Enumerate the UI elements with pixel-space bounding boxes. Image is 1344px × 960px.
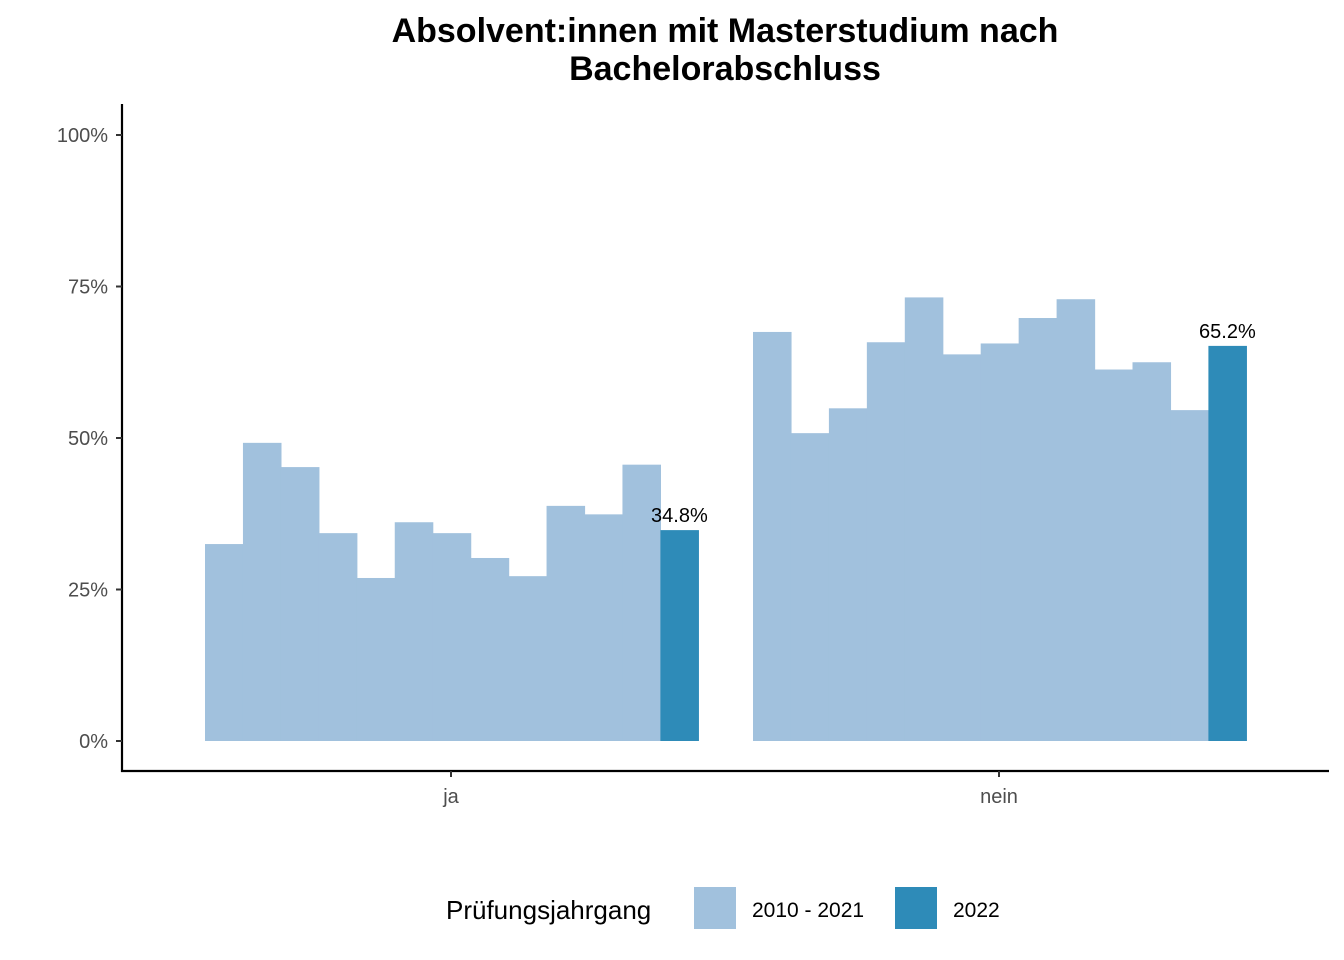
legend-label-2022: 2022 bbox=[953, 899, 1000, 922]
x-tick-label-nein: nein bbox=[980, 786, 1018, 808]
plot-area: 34.8% 65.2% bbox=[205, 297, 1256, 741]
bar-nein-5 bbox=[942, 354, 982, 741]
legend-swatch-2022 bbox=[895, 887, 937, 929]
bar-nein-2 bbox=[828, 408, 868, 741]
bar-ja-2 bbox=[280, 467, 320, 741]
bar-nein-0 bbox=[753, 331, 792, 741]
bar-ja-0 bbox=[205, 544, 244, 741]
x-tick-label-ja: ja bbox=[442, 786, 459, 808]
legend: Prüfungsjahrgang 2010 - 2021 2022 bbox=[446, 887, 1000, 929]
y-tick-label: 0% bbox=[79, 731, 108, 753]
x-axis-ticks: ja nein bbox=[442, 771, 1018, 808]
y-tick-label: 100% bbox=[57, 125, 108, 147]
bar-nein-10 bbox=[1132, 362, 1172, 741]
bar-ja-6 bbox=[432, 533, 472, 741]
chart-title-line-2: Bachelorabschluss bbox=[569, 50, 881, 88]
bar-ja-4 bbox=[356, 577, 396, 741]
bar-nein-8 bbox=[1056, 299, 1096, 741]
legend-swatch-2010-2021 bbox=[694, 887, 736, 929]
bar-nein-1 bbox=[790, 433, 830, 741]
bar-ja-1 bbox=[242, 442, 282, 741]
bar-ja-8 bbox=[508, 576, 548, 741]
bar-nein-6 bbox=[980, 343, 1020, 741]
legend-title: Prüfungsjahrgang bbox=[446, 895, 651, 925]
data-label-ja: 34.8% bbox=[651, 505, 708, 527]
bar-nein-9 bbox=[1094, 369, 1134, 741]
y-axis-ticks: 0% 25% 50% 75% 100% bbox=[57, 125, 122, 753]
data-label-nein: 65.2% bbox=[1199, 321, 1256, 343]
bar-ja-12 bbox=[660, 530, 699, 741]
y-tick-label: 25% bbox=[68, 580, 108, 602]
bar-nein-4 bbox=[904, 297, 944, 741]
bar-ja-10 bbox=[584, 514, 624, 741]
bar-ja-9 bbox=[546, 505, 586, 741]
bar-ja-3 bbox=[318, 533, 358, 741]
y-tick-label: 50% bbox=[68, 428, 108, 450]
bar-nein-11 bbox=[1170, 410, 1209, 741]
bar-nein-12 bbox=[1208, 345, 1247, 741]
bar-nein-3 bbox=[866, 342, 906, 741]
y-tick-label: 75% bbox=[68, 277, 108, 299]
chart-title-line-1: Absolvent:innen mit Masterstudium nach bbox=[392, 12, 1059, 50]
bar-ja-5 bbox=[394, 522, 434, 741]
bar-nein-7 bbox=[1018, 318, 1058, 741]
bar-ja-11 bbox=[622, 464, 661, 741]
bar-ja-7 bbox=[470, 557, 510, 741]
legend-label-2010-2021: 2010 - 2021 bbox=[752, 899, 864, 922]
